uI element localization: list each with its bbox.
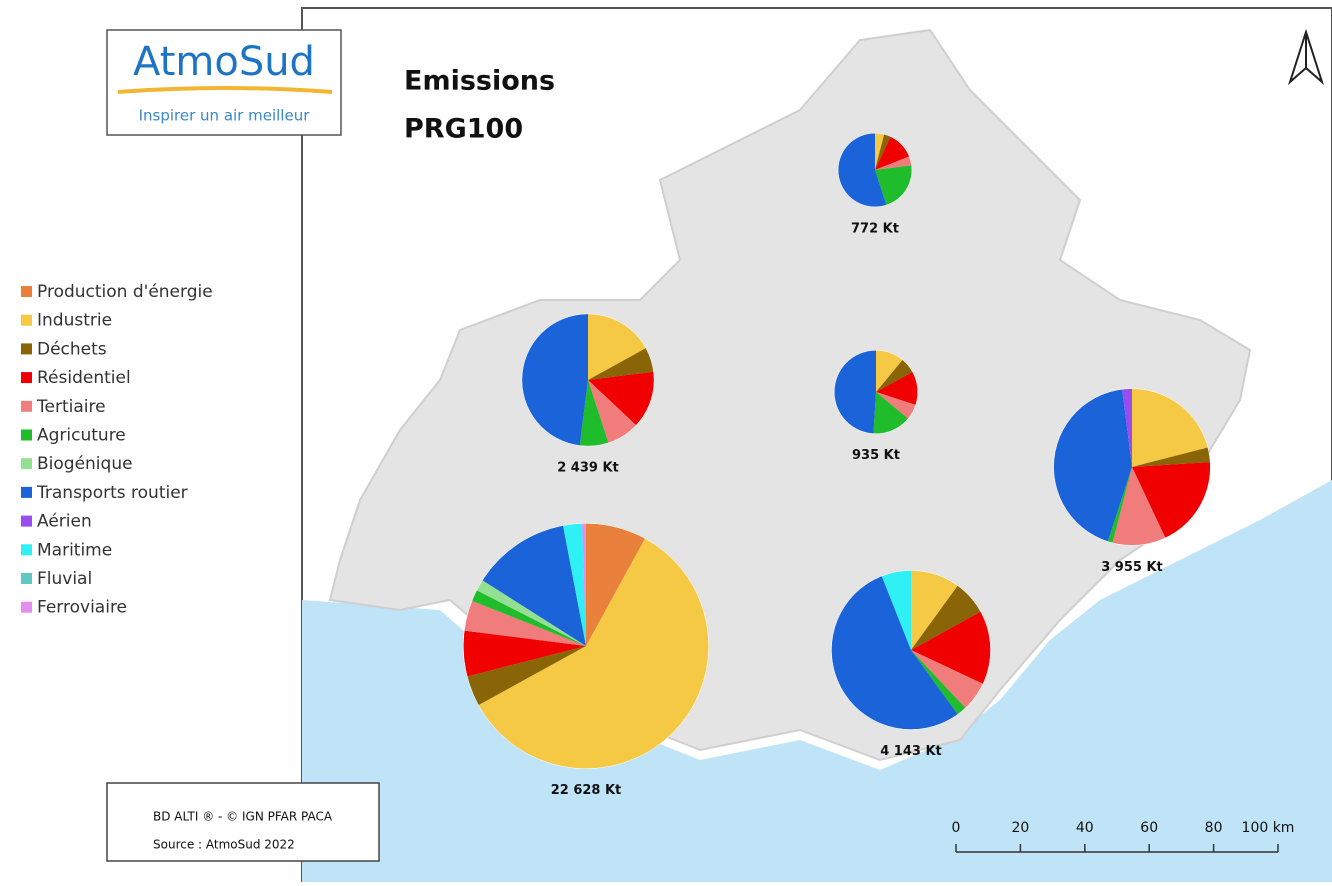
pie-outline	[837, 132, 913, 208]
pie-wedge	[476, 580, 586, 646]
legend-swatch	[21, 601, 32, 613]
legend-label: Fluvial	[37, 569, 92, 589]
legend-swatch	[21, 372, 32, 384]
pie-total-label: 4 143 Kt	[880, 744, 942, 759]
legend-label: Biogénique	[37, 454, 133, 474]
credit: BD ALTI ® - © IGN PFAR PACA	[153, 810, 333, 824]
pie-wedge	[911, 570, 958, 650]
scale-tick-label: 80	[1205, 820, 1223, 836]
pie-wedge	[1132, 447, 1211, 467]
pie-wedge	[875, 134, 891, 170]
pie-wedge	[911, 650, 983, 708]
pie-wedge	[586, 523, 646, 646]
legend-label: Aérien	[37, 512, 92, 532]
legend-label: Déchets	[37, 339, 107, 359]
pie-wedge	[471, 590, 586, 646]
legend-swatch	[21, 458, 32, 470]
legend-label: Résidentiel	[37, 368, 131, 388]
pie-outline	[1053, 388, 1211, 546]
pie-outline	[831, 570, 991, 730]
legend-label: Agricuture	[37, 426, 126, 446]
pie-outline	[521, 313, 655, 447]
pie-wedge	[1132, 388, 1208, 467]
pie-wedge	[1132, 462, 1211, 538]
pie-wedge	[463, 630, 586, 677]
logo-name: AtmoSud	[133, 39, 315, 85]
legend-swatch	[21, 286, 32, 297]
pie-wedge	[831, 576, 958, 730]
legend-label: Industrie	[37, 311, 112, 331]
legend-swatch	[21, 343, 32, 355]
credits-box	[106, 782, 380, 862]
credit: Source : AtmoSud 2022	[153, 838, 295, 852]
legend-swatch	[21, 515, 32, 527]
legend-label: Tertiaire	[36, 397, 106, 417]
pie-wedge	[876, 359, 913, 392]
pie-wedge	[579, 380, 609, 447]
pie-total-label: 2 439 Kt	[557, 461, 619, 476]
pie-wedge	[911, 611, 991, 684]
pie-wedge	[588, 371, 655, 426]
pie-wedge	[467, 646, 586, 706]
scale-tick-label: 20	[1011, 820, 1029, 836]
pie-wedge	[582, 523, 586, 646]
legend-label: Transports routier	[36, 483, 188, 503]
pie-wedge	[876, 371, 918, 405]
legend-swatch	[21, 429, 32, 441]
pie-wedge	[834, 350, 876, 434]
scale-tick-label: 0	[952, 820, 961, 836]
legend-label: Maritime	[37, 540, 112, 560]
pie-total-label: 935 Kt	[852, 448, 900, 463]
scale-tick-label: 100 km	[1242, 820, 1295, 836]
pie-wedge	[875, 133, 885, 170]
pie-wedge	[876, 392, 916, 419]
pie-wedge	[911, 650, 966, 715]
legend-swatch	[21, 486, 32, 498]
pie-wedge	[478, 538, 709, 769]
legend-swatch	[21, 400, 32, 412]
pie-outline	[834, 350, 918, 434]
scale-tick-label: 40	[1076, 820, 1094, 836]
pie-wedge	[1107, 467, 1132, 543]
pie-total-label: 772 Kt	[851, 221, 899, 236]
pie-wedge	[873, 392, 909, 434]
pie-wedge	[875, 156, 912, 170]
pie-wedge	[881, 570, 911, 650]
legend-label: Production d'énergie	[37, 282, 213, 302]
legend-label: Ferroviaire	[37, 598, 127, 618]
legend-swatch	[21, 544, 32, 556]
pie-wedge	[911, 585, 981, 650]
title: PRG100	[404, 114, 523, 145]
pie-wedge	[521, 313, 588, 446]
pie-wedge	[563, 523, 586, 646]
pie-wedge	[482, 525, 586, 646]
pie-wedge	[464, 600, 586, 646]
sea	[302, 480, 1332, 882]
pie-wedge	[875, 165, 912, 206]
logo-swoosh	[117, 86, 333, 94]
pie-wedge	[875, 136, 910, 170]
title: Emissions	[404, 66, 555, 97]
pie-wedge	[876, 350, 903, 392]
pie-wedge	[588, 380, 637, 443]
legend-swatch	[21, 314, 32, 326]
pie-total-label: 3 955 Kt	[1101, 560, 1163, 575]
pie-wedge	[588, 348, 654, 380]
logo-box	[106, 29, 342, 136]
legend-swatch	[21, 573, 32, 584]
pie-wedge	[838, 133, 887, 207]
pie-outline	[463, 523, 709, 769]
logo-tagline: Inspirer un air meilleur	[139, 107, 311, 125]
pie-wedge	[1053, 389, 1132, 542]
scale-tick-label: 60	[1140, 820, 1158, 836]
pie-wedge	[1122, 388, 1132, 467]
pie-total-label: 22 628 Kt	[551, 783, 622, 798]
pie-wedge	[1112, 467, 1166, 546]
